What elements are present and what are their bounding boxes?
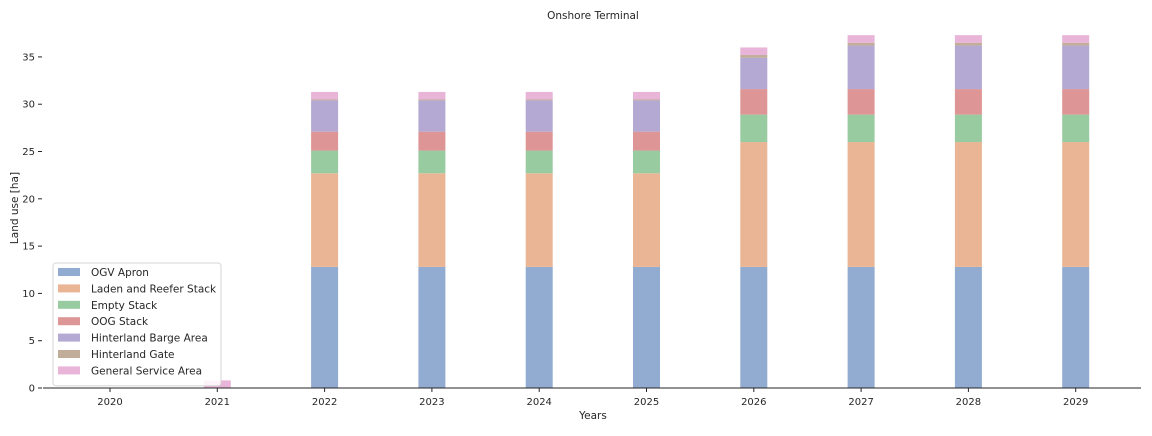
bar-segment-2022-series-1 [311, 173, 339, 267]
bar-segment-2024-series-4 [525, 100, 553, 132]
bar-segment-2029-series-5 [1062, 42, 1090, 46]
bar-segment-2029-series-0 [1062, 266, 1090, 388]
x-tick-label-2028: 2028 [956, 397, 981, 408]
legend-swatch-0 [58, 268, 80, 276]
bar-segment-2027-series-5 [847, 42, 875, 46]
bar-segment-2028-series-0 [954, 266, 982, 388]
bar-segment-2022-series-4 [311, 100, 339, 132]
bar-segment-2028-series-5 [954, 42, 982, 46]
bar-segment-2029-series-4 [1062, 45, 1090, 90]
legend-swatch-3 [58, 317, 80, 326]
bar-segment-2027-series-3 [847, 89, 875, 115]
bar-segment-2025-series-5 [633, 99, 660, 101]
bar-segment-2023-series-1 [418, 173, 446, 267]
y-tick-label-15: 15 [22, 242, 35, 253]
legend-label-4: Hinterland Barge Area [91, 333, 208, 345]
bar-segment-2022-series-0 [311, 266, 339, 388]
bar-segment-2025-series-2 [633, 150, 660, 174]
bar-segment-2026-series-4 [740, 57, 768, 90]
bar-segment-2022-series-3 [311, 131, 339, 151]
bar-segment-2026-series-3 [740, 89, 768, 115]
bar-segment-2025-series-0 [633, 266, 660, 388]
bar-segment-2028-series-2 [954, 114, 982, 143]
legend-label-2: Empty Stack [91, 300, 158, 312]
bar-segment-2027-series-4 [847, 45, 875, 90]
bar-segment-2027-series-2 [847, 114, 875, 143]
x-tick-label-2022: 2022 [312, 397, 337, 408]
bar-segment-2024-series-6 [525, 91, 553, 100]
bar-segment-2022-series-5 [311, 99, 339, 101]
bar-segment-2026-series-6 [740, 47, 768, 56]
legend-label-1: Laden and Reefer Stack [91, 283, 217, 295]
bar-segment-2025-series-1 [633, 173, 660, 267]
bars-group [203, 35, 1090, 388]
bar-segment-2023-series-2 [418, 150, 446, 174]
bar-segment-2023-series-4 [418, 100, 446, 132]
x-tick-label-2021: 2021 [205, 397, 230, 408]
bar-segment-2024-series-2 [525, 150, 553, 174]
y-tick-label-10: 10 [22, 289, 35, 300]
legend-label-6: General Service Area [91, 365, 202, 377]
y-tick-label-20: 20 [22, 194, 35, 205]
x-tick-label-2026: 2026 [741, 397, 766, 408]
bar-segment-2023-series-0 [418, 266, 446, 388]
legend-swatch-2 [58, 300, 80, 309]
bar-segment-2028-series-1 [954, 142, 982, 267]
bar-segment-2023-series-6 [418, 91, 446, 100]
bar-segment-2027-series-1 [847, 142, 875, 267]
bar-segment-2029-series-1 [1062, 142, 1090, 267]
x-tick-label-2029: 2029 [1063, 397, 1088, 408]
legend-label-5: Hinterland Gate [91, 349, 175, 361]
legend-swatch-6 [58, 366, 80, 375]
bar-segment-2022-series-6 [311, 91, 339, 100]
bar-segment-2024-series-1 [525, 173, 553, 267]
bar-segment-2023-series-3 [418, 131, 446, 151]
bar-segment-2029-series-6 [1062, 35, 1090, 43]
bar-segment-2025-series-6 [633, 91, 660, 100]
legend-swatch-1 [58, 284, 80, 293]
x-axis-label: Years [578, 410, 607, 422]
y-axis-label: Land use [ha] [9, 172, 21, 244]
legend-label-3: OOG Stack [91, 316, 149, 328]
y-tick-label-35: 35 [22, 52, 35, 63]
bar-segment-2028-series-3 [954, 89, 982, 115]
bar-segment-2028-series-6 [954, 35, 982, 43]
legend-label-0: OGV Apron [91, 267, 149, 279]
y-tick-label-25: 25 [22, 147, 35, 158]
x-tick-label-2027: 2027 [848, 397, 873, 408]
bar-segment-2026-series-5 [740, 55, 768, 58]
bar-segment-2026-series-1 [740, 142, 768, 267]
bar-segment-2025-series-4 [633, 100, 660, 132]
legend-swatch-5 [58, 350, 80, 358]
legend-swatch-4 [58, 333, 80, 342]
bar-segment-2029-series-2 [1062, 114, 1090, 143]
y-tick-label-5: 5 [29, 336, 35, 347]
x-tick-label-2023: 2023 [419, 397, 444, 408]
bar-segment-2024-series-5 [525, 99, 553, 101]
bar-segment-2027-series-6 [847, 35, 875, 43]
bar-segment-2027-series-0 [847, 266, 875, 388]
chart-title: Onshore Terminal [547, 10, 639, 22]
bar-segment-2023-series-5 [418, 99, 446, 101]
y-tick-label-30: 30 [22, 100, 35, 111]
bar-segment-2028-series-4 [954, 45, 982, 90]
axes-group: 2020 2021 2022 2023 2024 2025 2026 2027 2028 2029… [22, 52, 1141, 408]
legend: OGV Apron Laden and Reefer Stack Empty Sta… [52, 262, 222, 387]
bar-segment-2024-series-0 [525, 266, 553, 388]
bar-segment-2022-series-2 [311, 150, 339, 174]
bar-segment-2026-series-0 [740, 266, 768, 388]
x-tick-label-2024: 2024 [526, 397, 551, 408]
bar-segment-2025-series-3 [633, 131, 660, 151]
x-tick-label-2020: 2020 [97, 397, 122, 408]
bar-segment-2026-series-2 [740, 114, 768, 143]
x-tick-label-2025: 2025 [634, 397, 659, 408]
bar-segment-2024-series-3 [525, 131, 553, 151]
y-tick-label-0: 0 [29, 384, 35, 395]
legend-box [52, 262, 222, 387]
bar-segment-2029-series-3 [1062, 89, 1090, 115]
